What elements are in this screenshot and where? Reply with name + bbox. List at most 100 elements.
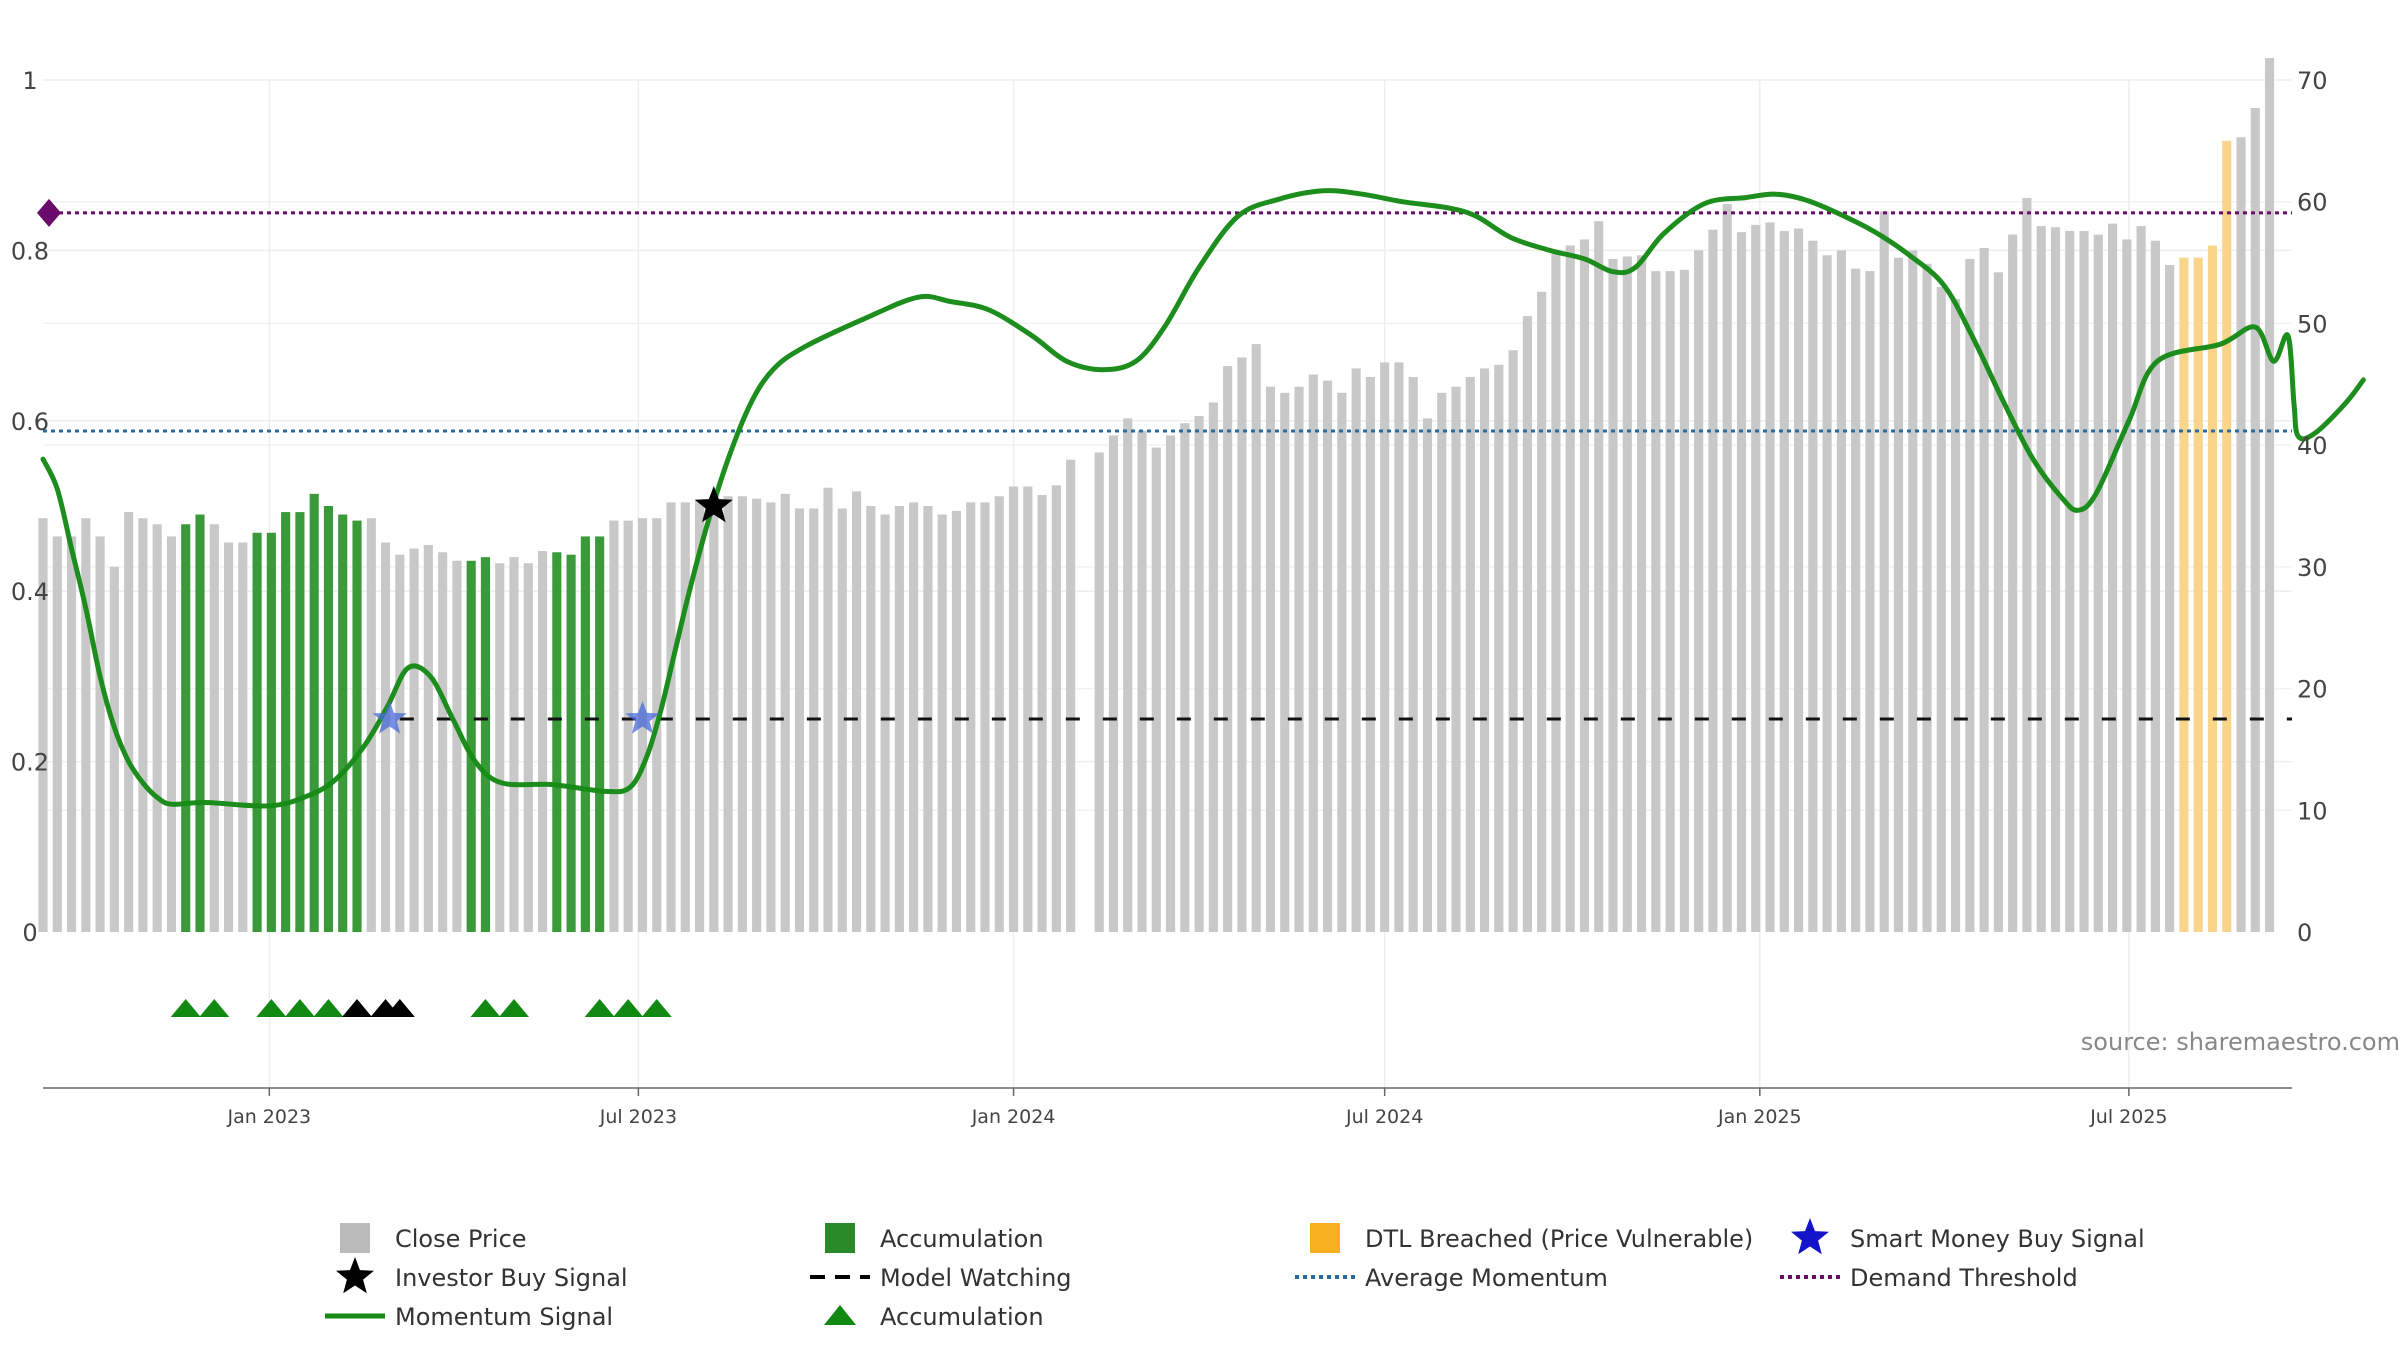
close-price-bar [1851, 268, 1861, 933]
close-price-bar [1979, 247, 1989, 933]
accumulation-bar [566, 554, 576, 932]
investor-triangle-icon [384, 999, 415, 1017]
x-tick-label: Jan 2023 [226, 1106, 311, 1128]
accumulation-bar [181, 524, 191, 932]
close-price-bar [1194, 415, 1204, 933]
close-price-bar [1722, 204, 1732, 933]
legend-star-icon [1791, 1218, 1829, 1255]
close-price-bar [124, 512, 134, 932]
close-price-bar [223, 542, 234, 932]
close-price-bar [1508, 350, 1518, 933]
close-price-bar [1294, 386, 1304, 933]
accumulation-triangle-icon [256, 999, 287, 1017]
x-tick-label: Jul 2023 [599, 1106, 677, 1128]
accumulation-bar [281, 512, 291, 932]
close-price-bar [1608, 258, 1618, 932]
legend-label: Investor Buy Signal [395, 1264, 628, 1292]
legend: Close Price Accumulation DTL Breached (Pri… [325, 1218, 2145, 1331]
close-price-bar [2008, 234, 2018, 932]
close-price-bar [1736, 232, 1747, 933]
legend-label: Accumulation [880, 1303, 1044, 1331]
close-price-bar [509, 557, 519, 932]
smart-money-buy-star-icon [625, 701, 660, 734]
close-price-bar [1594, 221, 1604, 932]
close-price-bar [1280, 392, 1290, 932]
close-price-bar [623, 520, 633, 932]
legend-square-icon [340, 1223, 370, 1253]
close-price-bar [880, 514, 890, 932]
close-price-bar [752, 498, 762, 932]
close-price-bar [209, 524, 219, 932]
close-price-bar [1208, 402, 1218, 932]
close-price-bar [1165, 435, 1176, 932]
x-tick-label: Jul 2025 [2089, 1106, 2167, 1128]
demand-threshold-diamond-icon [37, 198, 61, 227]
close-price-bar [1893, 257, 1904, 932]
close-price-bar [2236, 137, 2246, 933]
accumulation-bar [252, 532, 262, 932]
close-price-bar [766, 502, 776, 932]
left-y-tick-label: 0.2 [11, 749, 49, 777]
x-tick-label: Jan 2025 [1717, 1106, 1802, 1128]
legend-label: Demand Threshold [1850, 1264, 2078, 1292]
accumulation-bar [480, 557, 491, 932]
legend-item: Smart Money Buy Signal [1791, 1218, 2145, 1255]
legend-item: Accumulation [825, 1223, 1044, 1253]
close-price-bar [409, 548, 419, 932]
signal-markers [170, 486, 733, 1017]
close-price-bars [38, 58, 2275, 933]
legend-label: Model Watching [880, 1264, 1072, 1292]
legend-square-icon [1310, 1223, 1340, 1253]
accumulation-triangle-icon [170, 999, 201, 1017]
close-price-bar [395, 554, 405, 932]
close-price-bar [1023, 486, 1033, 932]
legend-label: Accumulation [880, 1225, 1044, 1253]
accumulation-triangle-icon [613, 999, 644, 1017]
close-price-bar [95, 536, 105, 932]
close-price-bar [1537, 291, 1547, 933]
close-price-bar [1665, 271, 1675, 932]
close-price-bar [1223, 366, 1233, 932]
legend-triangle-icon [824, 1305, 856, 1325]
close-price-bar [2050, 227, 2061, 932]
close-price-bar [1793, 228, 1804, 932]
close-price-bar [1251, 344, 1261, 932]
close-price-bar [495, 563, 505, 932]
close-price-bar [980, 502, 990, 932]
close-price-bar [2022, 198, 2032, 932]
legend-label: DTL Breached (Price Vulnerable) [1365, 1225, 1753, 1253]
smart-money-buy-star-icon [372, 701, 407, 734]
close-price-bar [452, 560, 462, 932]
close-price-bar [1965, 258, 1975, 932]
close-price-bar [1451, 386, 1461, 933]
right-y-tick-label: 10 [2297, 797, 2328, 825]
left-y-tick-label: 1 [22, 67, 37, 95]
close-price-bar [1008, 486, 1019, 932]
close-price-bar [66, 536, 77, 932]
close-price-bar [851, 491, 862, 932]
close-price-bar [1322, 380, 1333, 932]
close-price-bar [1051, 485, 1061, 932]
close-price-bar [1337, 392, 1347, 932]
legend-item: Momentum Signal [325, 1303, 613, 1331]
close-price-bar [1308, 374, 1318, 932]
close-price-bar [1551, 250, 1561, 932]
left-y-tick-label: 0.4 [11, 578, 49, 606]
legend-label: Momentum Signal [395, 1303, 613, 1331]
accumulation-bar [266, 532, 276, 932]
close-price-bar [1422, 418, 1433, 932]
legend-label: Smart Money Buy Signal [1850, 1225, 2145, 1253]
close-price-bar [52, 536, 62, 932]
close-price-bar [1137, 430, 1147, 932]
close-price-bar [966, 502, 976, 932]
close-price-bar [1365, 376, 1375, 932]
close-price-bar [1822, 255, 1832, 933]
close-price-bar [1465, 376, 1475, 932]
close-price-bar [1636, 255, 1647, 933]
close-price-bar [680, 502, 690, 932]
x-tick-label: Jul 2024 [1345, 1106, 1423, 1128]
close-price-bar [1751, 224, 1761, 933]
close-price-bar [2250, 107, 2260, 933]
close-price-bar [951, 510, 962, 932]
